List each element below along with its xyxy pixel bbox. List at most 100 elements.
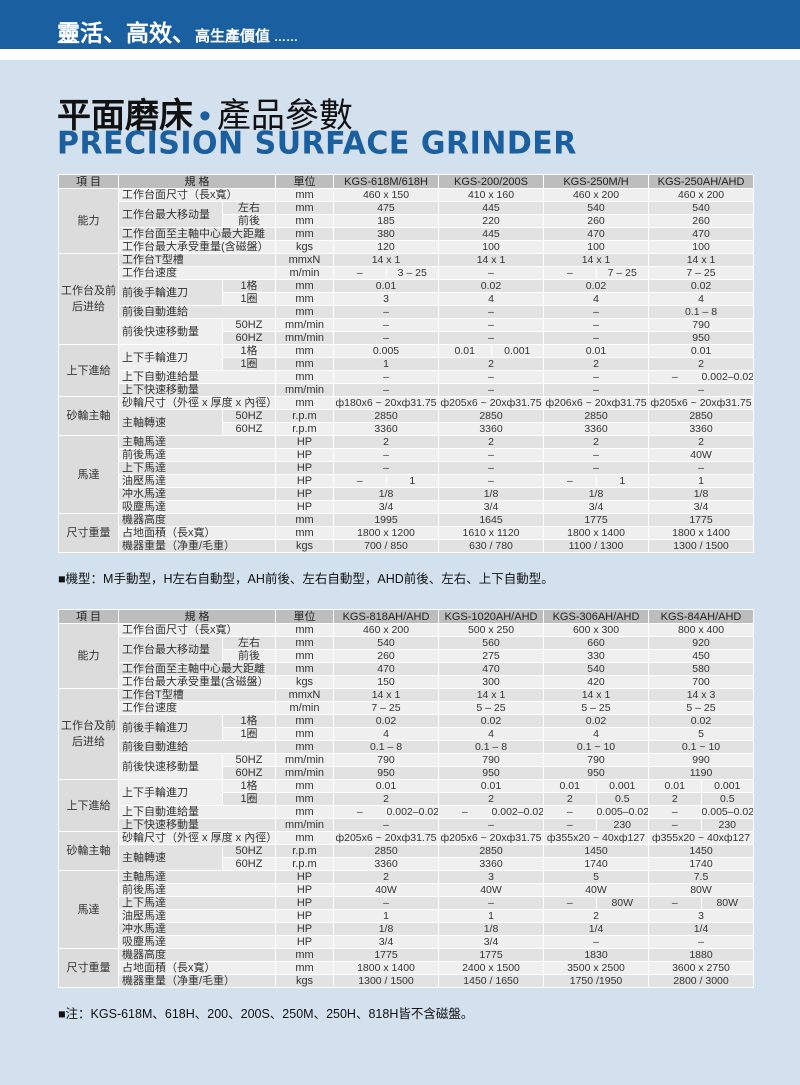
row-value: 470: [333, 662, 439, 676]
row-value: 330: [543, 649, 649, 663]
row-value: 1610 x 1120: [438, 526, 545, 540]
row-sublabel: 60HZ: [222, 422, 276, 436]
row-value: 1995: [332, 513, 440, 527]
spec-table-1: 項 目規 格單位 KGS-618M/618H KGS-200/200S KGS-250…: [58, 174, 755, 553]
row-value: 3/4: [438, 935, 544, 949]
row-label: 主軸轉速: [118, 409, 223, 436]
table-row: 尺寸重量 機器高度 mm 1775 1775 1830 1880: [58, 948, 755, 988]
row-value: –: [332, 383, 440, 397]
row-group-label: 尺寸重量: [58, 948, 119, 988]
row-value: 0.005–0.025: [700, 805, 755, 819]
row-sublabel: 60HZ: [222, 766, 276, 780]
row-group-label: 工作台及前后进给: [58, 253, 119, 345]
row-value: 0.02: [543, 279, 650, 293]
row-value: 0.001: [595, 779, 649, 793]
header-model: KGS-618M/618H: [332, 174, 440, 189]
slogan-ellipsis: ……: [274, 30, 299, 44]
table-row: 主軸轉速 50HZ r.p.m 2850 2850 1450 1450: [59, 844, 755, 871]
row-value: 1: [438, 909, 544, 923]
row-value: 5: [543, 870, 649, 884]
header-spec: 規 格: [118, 174, 276, 189]
row-value: –: [333, 266, 387, 280]
header-model: KGS-1020AH/AHD: [438, 609, 544, 624]
row-value: 470: [648, 227, 755, 241]
row-unit: mm: [275, 227, 334, 241]
row-value: 1/8: [648, 487, 755, 501]
row-unit: kgs: [275, 539, 334, 553]
row-value: –: [438, 805, 492, 819]
table-row: 上下馬達 HP – – – –: [59, 461, 755, 475]
row-value: 1/4: [543, 922, 649, 936]
row-value: 0.005: [332, 344, 440, 358]
row-sublabel: 左右: [222, 636, 276, 650]
row-value: 40W: [333, 883, 439, 897]
row-value: 2: [648, 792, 702, 806]
row-label: 工作台T型槽: [118, 688, 276, 702]
row-label: 工作台最大移动量: [118, 636, 223, 663]
row-label: 上下手輪進刀: [118, 344, 223, 371]
table-row: 砂輪主軸 砂輪尺寸（外徑 x 厚度 x 內徑） mm ф180x6 ~ 20xф31.…: [58, 396, 755, 436]
row-unit: mm: [275, 623, 334, 637]
row-value: 1/8: [333, 922, 439, 936]
row-value: 1: [332, 357, 440, 371]
row-label: 機器重量（净重/毛重）: [118, 974, 276, 988]
row-value: 1/4: [647, 922, 755, 936]
table-row: 工作台面至主軸中心最大距離 mm 470 470 540 580: [59, 662, 755, 676]
row-sublabel: 1格: [222, 344, 276, 358]
row-value: 230: [595, 818, 649, 832]
header-item: 項 目: [58, 609, 119, 624]
table-row: 前後手輪進刀 1格 mm 0.01 0.02 0.02 0.02: [59, 279, 755, 306]
row-value: 800 x 400: [647, 623, 755, 637]
row-value: 1645: [438, 513, 545, 527]
table-row: 占地面積（長x寬） mm 1800 x 1400 2400 x 1500 3500 x …: [59, 961, 755, 975]
row-label: 主軸轉速: [118, 844, 223, 871]
row-value: 920: [647, 636, 755, 650]
row-value: 500 x 250: [438, 623, 544, 637]
table-row: 機器重量（净重/毛重） kgs 1300 / 1500 1450 / 1650 1750…: [59, 974, 755, 988]
row-value: –: [332, 448, 440, 462]
row-value: ф355x20 ~ 40xф127: [647, 831, 755, 845]
table-1-note: ■機型：M手動型，H左右自動型，AH前後、左右自動型，AHD前後、左右、上下自動…: [58, 572, 554, 586]
row-label: 工作台速度: [118, 266, 276, 280]
row-value: 0.02: [438, 279, 545, 293]
table-row: 前後馬達 HP 40W 40W 40W 80W: [59, 883, 755, 897]
row-label: 吸塵馬達: [118, 935, 276, 949]
row-value: 950: [648, 331, 755, 345]
table-row: 工作台最大移动量 左右 mm 475 445 540 540: [59, 201, 755, 228]
row-value: 0.001: [700, 779, 755, 793]
row-value: –: [332, 331, 440, 345]
row-value: 2850: [648, 409, 755, 423]
row-value: –: [332, 370, 440, 384]
row-value: 260: [333, 649, 439, 663]
row-value: 0.1 – 8: [648, 305, 755, 319]
row-value: 700 / 850: [332, 539, 440, 553]
row-value: 7 – 25: [595, 266, 650, 280]
row-unit: mm: [275, 214, 334, 228]
row-label: 占地面積（長x寬）: [118, 526, 276, 540]
row-value: 0.002–0.02: [700, 370, 755, 384]
row-value: ф205x6 ~ 20xф31.75: [438, 396, 545, 410]
row-value: 1740: [543, 857, 649, 871]
row-value: 475: [332, 201, 440, 215]
row-value: 80W: [595, 896, 649, 910]
row-value: 14 x 1: [648, 253, 755, 267]
row-value: 40W: [438, 883, 544, 897]
table-row: 前後自動進給 mm 0.1 – 8 0.1 – 8 0.1 ~ 10 0.1 ~ 10: [59, 740, 755, 754]
row-value: 0.02: [543, 714, 649, 728]
row-value: –: [438, 448, 545, 462]
row-value: –: [648, 818, 702, 832]
table-row: 前後 mm 185 220 260 260: [59, 214, 755, 228]
row-value: 990: [647, 753, 755, 767]
row-value: 14 x 1: [438, 253, 545, 267]
row-group-label: 上下進給: [58, 779, 119, 832]
row-value: 790: [543, 753, 649, 767]
row-value: 3500 x 2500: [543, 961, 649, 975]
row-value: 5 – 25: [647, 701, 755, 715]
table-row: 工作台及前后进给 工作台T型槽 mmxN 14 x 1 14 x 1 14 x 1 14 x…: [58, 253, 755, 345]
header-model: KGS-200/200S: [438, 174, 545, 189]
row-unit: mm/min: [275, 766, 334, 780]
row-label: 上下快速移動量: [118, 818, 276, 832]
row-value: 275: [438, 649, 544, 663]
row-value: –: [648, 370, 702, 384]
header-item: 項 目: [58, 174, 119, 189]
